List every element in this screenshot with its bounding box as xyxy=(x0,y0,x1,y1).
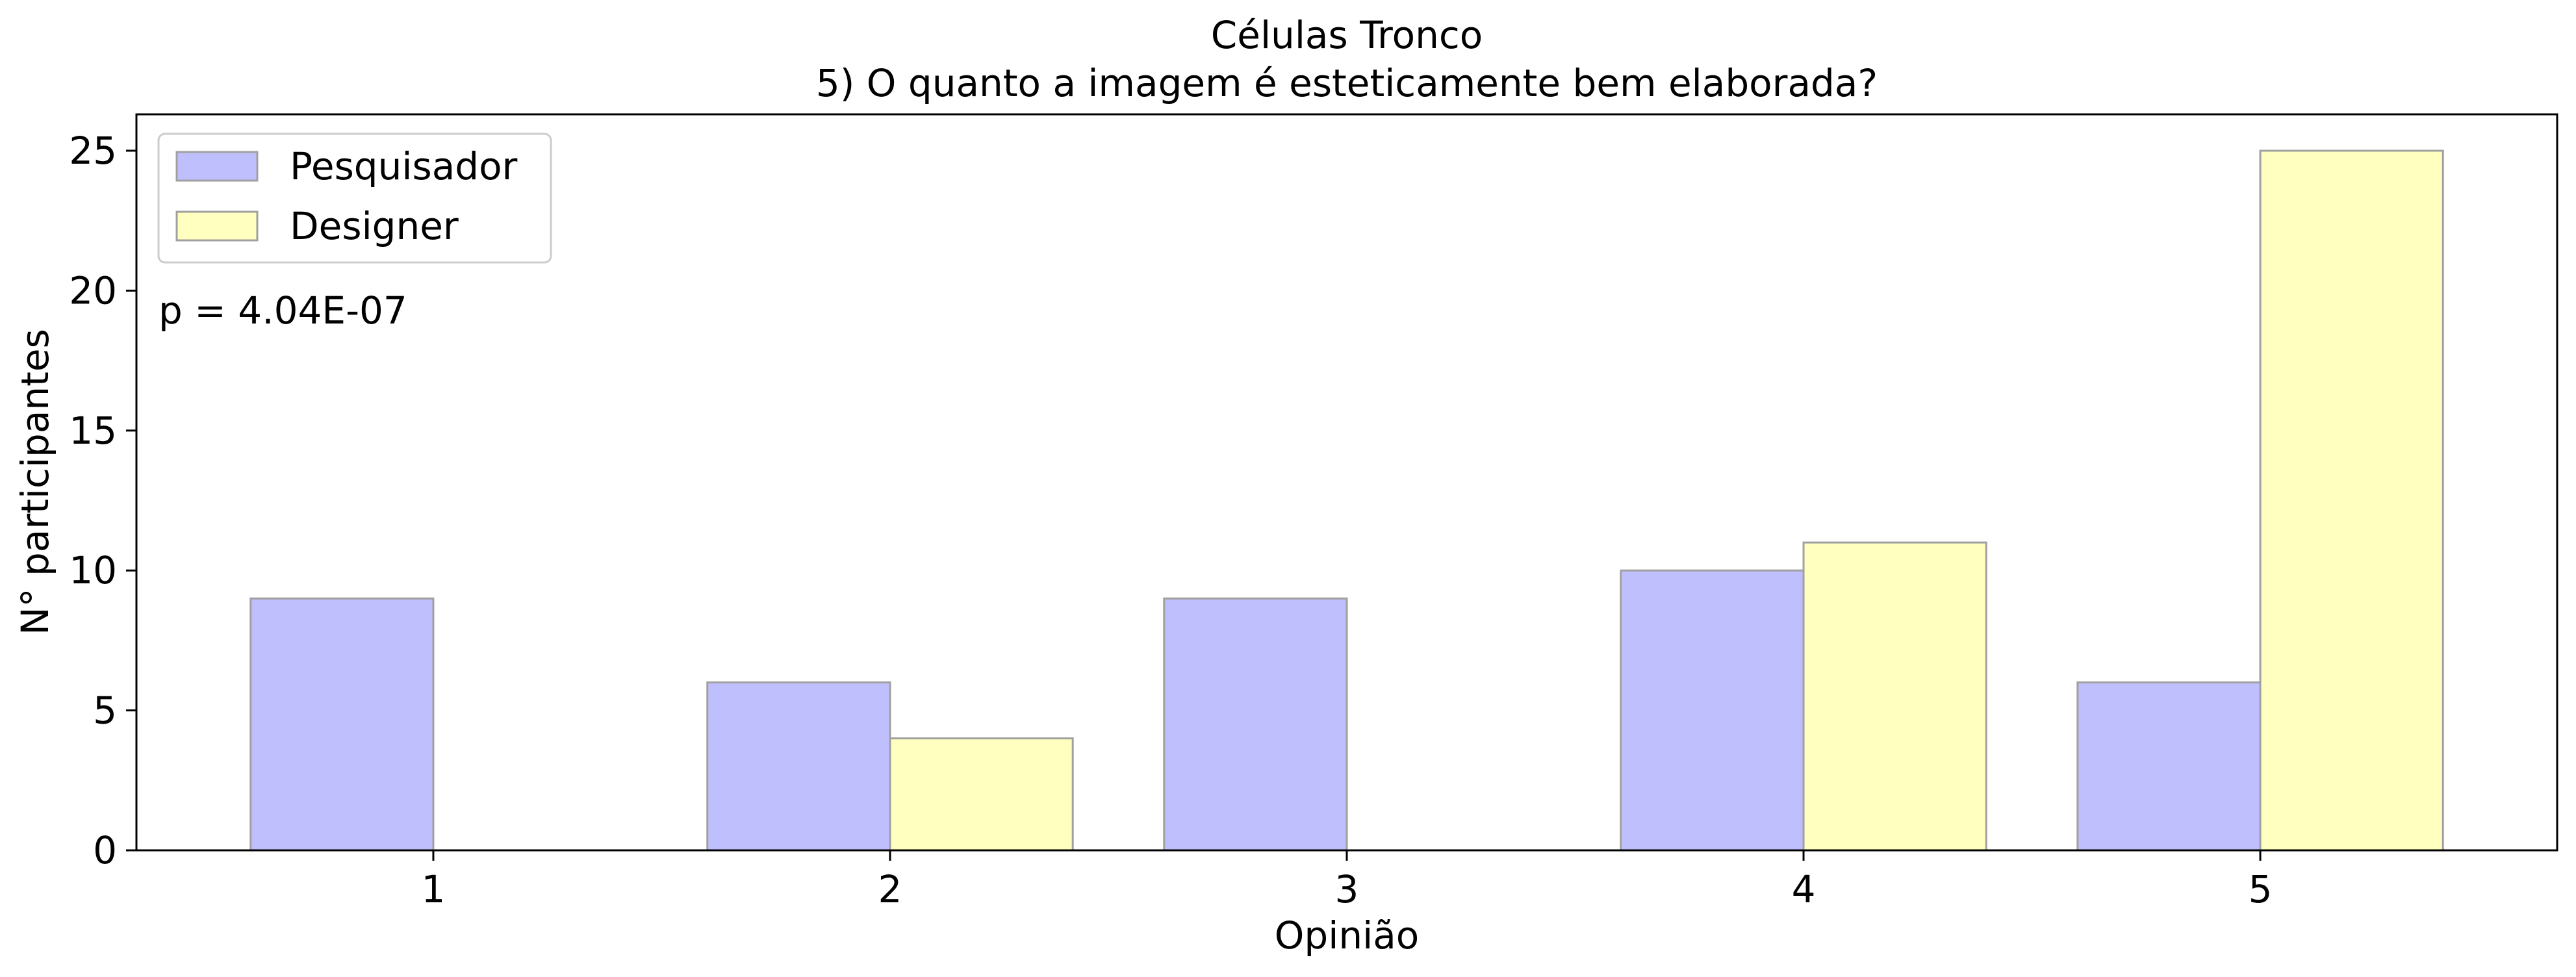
chart-subtitle: 5) O quanto a imagem é esteticamente bem… xyxy=(816,61,1878,105)
x-tick-label: 5 xyxy=(2249,867,2273,911)
bar-pesquisador-1 xyxy=(249,597,435,852)
legend: Pesquisador Designer xyxy=(157,133,552,264)
bars-group xyxy=(249,149,2444,852)
bar-pesquisador-3 xyxy=(1163,597,1348,852)
plot-frame xyxy=(135,113,2558,852)
y-tick-label: 20 xyxy=(69,268,117,312)
legend-label-designer: Designer xyxy=(290,204,459,248)
x-axis-label: Opinião xyxy=(1275,913,1419,958)
y-tick-label: 5 xyxy=(93,689,117,733)
bar-designer-2 xyxy=(889,737,1074,852)
x-axis-ticks: 1 2 3 4 5 xyxy=(422,850,2273,911)
x-tick-label: 4 xyxy=(1792,867,1816,911)
x-tick-label: 3 xyxy=(1335,867,1359,911)
legend-label-pesquisador: Pesquisador xyxy=(290,144,518,188)
legend-swatch-designer xyxy=(175,210,259,242)
y-tick-label: 15 xyxy=(69,409,117,453)
legend-swatch-pesquisador xyxy=(175,151,259,182)
bar-pesquisador-4 xyxy=(1620,569,1805,852)
x-tick-label: 1 xyxy=(422,867,446,911)
p-value-annotation: p = 4.04E-07 xyxy=(159,288,407,333)
y-axis-ticks: 0 5 10 15 20 25 xyxy=(69,129,136,872)
y-tick-label: 10 xyxy=(69,548,117,592)
y-tick-label: 0 xyxy=(93,828,117,872)
bar-designer-4 xyxy=(1802,541,1987,852)
bar-designer-5 xyxy=(2259,149,2444,852)
y-tick-label: 25 xyxy=(69,129,117,173)
bar-pesquisador-5 xyxy=(2076,681,2262,852)
y-axis-label: N° participantes xyxy=(13,329,57,635)
x-tick-label: 2 xyxy=(878,867,902,911)
chart-title: Células Tronco xyxy=(1211,13,1483,57)
bar-pesquisador-2 xyxy=(706,681,891,852)
